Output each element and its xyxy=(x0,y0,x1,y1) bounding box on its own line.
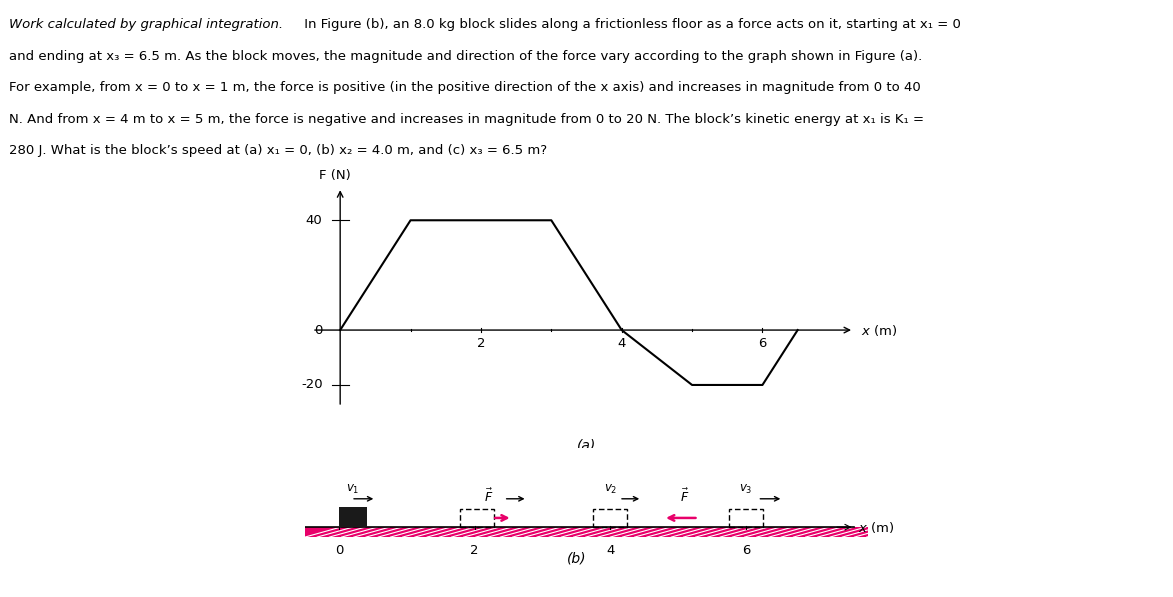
Text: In Figure (b), an 8.0 kg block slides along a frictionless floor as a force acts: In Figure (b), an 8.0 kg block slides al… xyxy=(300,18,961,31)
Text: Work calculated by graphical integration.: Work calculated by graphical integration… xyxy=(9,18,284,31)
Text: $\vec{F}$: $\vec{F}$ xyxy=(680,487,690,504)
Text: 0: 0 xyxy=(334,544,343,557)
Text: $x$ (m): $x$ (m) xyxy=(861,322,897,337)
Bar xyxy=(460,509,494,527)
Text: $\vec{F}$: $\vec{F}$ xyxy=(484,487,494,504)
Text: $v_3$: $v_3$ xyxy=(739,483,753,496)
Text: (b): (b) xyxy=(567,552,586,565)
Text: and ending at x₃ = 6.5 m. As the block moves, the magnitude and direction of the: and ending at x₃ = 6.5 m. As the block m… xyxy=(9,50,923,63)
Text: 4: 4 xyxy=(606,544,615,557)
Text: 4: 4 xyxy=(617,337,626,350)
Bar xyxy=(728,509,762,527)
Text: N. And from x = 4 m to x = 5 m, the force is negative and increases in magnitude: N. And from x = 4 m to x = 5 m, the forc… xyxy=(9,113,924,126)
Text: For example, from x = 0 to x = 1 m, the force is positive (in the positive direc: For example, from x = 0 to x = 1 m, the … xyxy=(9,81,921,94)
Text: 40: 40 xyxy=(306,214,323,227)
Text: 0: 0 xyxy=(314,324,323,337)
Text: 2: 2 xyxy=(470,544,479,557)
Text: $v_1$: $v_1$ xyxy=(346,483,359,496)
Bar xyxy=(305,527,868,537)
Text: $v_2$: $v_2$ xyxy=(604,483,617,496)
Text: $x$ (m): $x$ (m) xyxy=(857,519,894,535)
Text: F (N): F (N) xyxy=(319,169,351,182)
Bar xyxy=(339,507,367,527)
Text: 2: 2 xyxy=(476,337,486,350)
Text: (a): (a) xyxy=(577,438,596,453)
Text: -20: -20 xyxy=(301,378,323,392)
Text: 6: 6 xyxy=(741,544,750,557)
Text: 280 J. What is the block’s speed at (a) x₁ = 0, (b) x₂ = 4.0 m, and (c) x₃ = 6.5: 280 J. What is the block’s speed at (a) … xyxy=(9,144,548,158)
Text: 6: 6 xyxy=(758,337,767,350)
Bar xyxy=(594,509,628,527)
